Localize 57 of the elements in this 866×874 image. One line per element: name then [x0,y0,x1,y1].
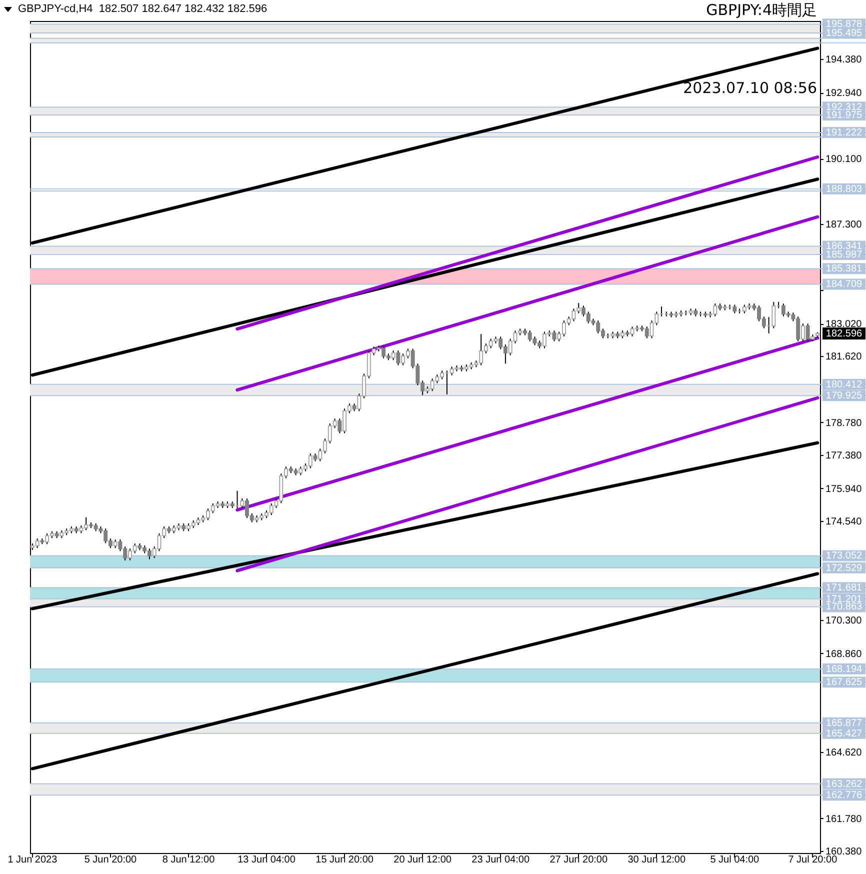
y-tick-label: 178.780 [826,418,862,429]
candlestick [391,350,396,361]
y-tick-label: 194.380 [826,54,862,66]
annotation: 2023.07.10 08:56 [683,79,817,97]
candlestick [800,323,805,342]
candlestick [806,323,810,342]
candlestick [772,301,776,329]
ref-line-label: 168.194 [826,664,863,675]
y-tick-label: 170.300 [826,615,862,626]
chart-title: GBPJPY-cd,H4 182.507 182.647 182.432 182.596 [18,3,268,16]
x-tick-label: 27 Jun 20:00 [550,854,608,866]
x-tick-label: 20 Jun 12:00 [394,854,452,866]
y-tick-label: 187.300 [826,219,862,230]
ref-line-label: 180.412 [826,379,863,390]
ref-line-label: 163.262 [826,778,863,790]
y-tick-label: 175.940 [826,484,862,495]
ref-line-label: 185.987 [826,249,863,260]
x-tick-label: 30 Jun 12:00 [628,854,686,866]
text: GBPJPY:4時間足 [706,1,817,19]
y-tick-label: 190.100 [826,154,862,166]
ref-line-label: 184.709 [826,279,863,290]
y-tick-label: 181.620 [826,352,862,363]
ref-line-label: 170.863 [826,602,863,613]
x-tick-label: 15 Jun 20:00 [316,854,374,866]
x-tick-label: 5 Jul 04:00 [710,854,760,866]
ref-line-label: 188.803 [826,184,863,195]
y-tick-label: 192.940 [826,88,862,100]
ref-line-label: 165.427 [826,728,863,740]
candlestick [338,418,342,434]
x-tick-label: 7 Jul 20:00 [788,854,838,866]
y-tick-label: 183.020 [826,319,862,330]
y-tick-label: 164.620 [826,748,862,759]
x-tick-label: 5 Jun 20:00 [84,854,138,866]
candlestick [552,330,556,342]
y-tick-label: 168.860 [826,648,862,660]
x-tick-label: 8 Jun 12:00 [162,854,216,866]
ref-line-label: 185.381 [826,264,863,275]
y-tick-label: 177.380 [826,450,862,462]
candlestick [396,350,400,366]
ref-line-label: 162.776 [826,790,863,802]
candlestick [240,498,244,509]
x-tick-label: 23 Jun 04:00 [472,854,530,866]
ref-line-label: 195.495 [826,28,863,39]
x-tick-label: 1 Jun 2023 [8,854,58,866]
ref-line-label: 165.877 [826,718,863,729]
ref-line-label: 172.529 [826,562,863,574]
ref-line-label: 171.681 [826,582,863,594]
y-tick-label: 174.540 [826,516,862,528]
x-tick-label: 13 Jun 04:00 [238,854,296,866]
ref-line-label: 167.625 [826,677,863,688]
ref-line-label: 191.222 [826,128,863,139]
ref-line-label: 179.925 [826,390,863,402]
ref-line-label: 173.052 [826,550,863,562]
y-tick-label: 161.780 [826,814,862,825]
ref-line-label: 195.878 [826,19,863,30]
text: 182.596 [826,328,863,340]
ref-line-label: 191.975 [826,110,863,121]
